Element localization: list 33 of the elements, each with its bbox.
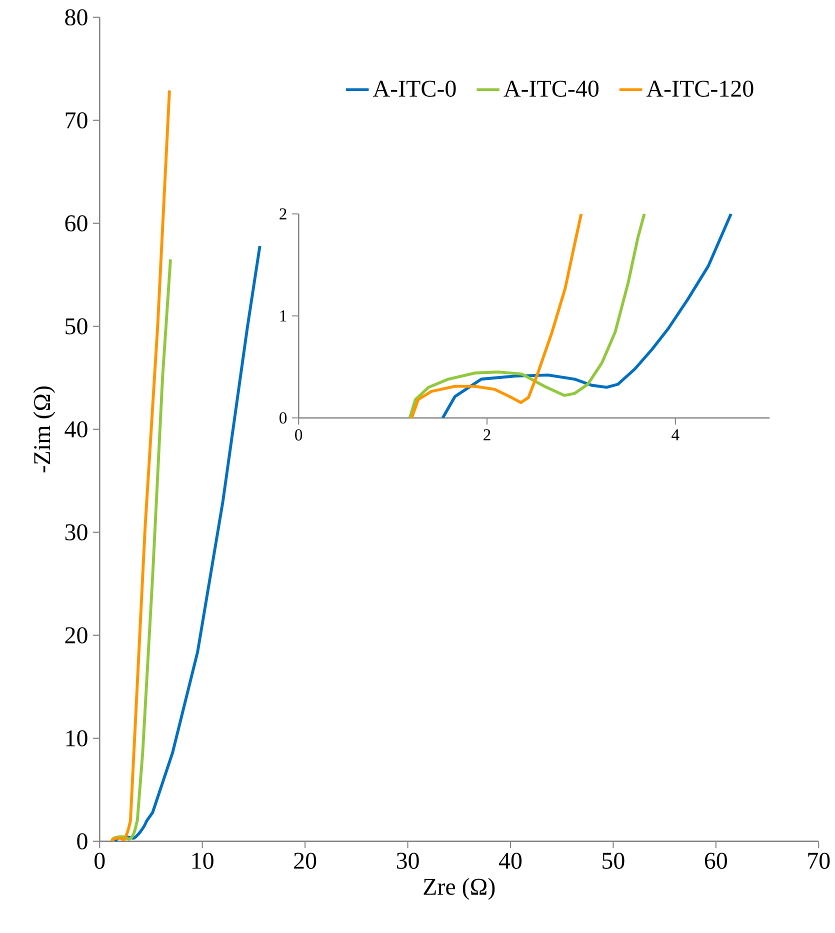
- legend-label: A-ITC-40: [504, 80, 598, 97]
- line-series: [114, 244, 262, 843]
- x-tick-label: 40: [498, 852, 522, 869]
- legend-label: A-ITC-120: [646, 80, 754, 97]
- line-series: [110, 258, 172, 843]
- y-tick-label: 1: [280, 310, 286, 322]
- x-tick-label: 50: [602, 852, 624, 869]
- x-tick-label: 0: [94, 852, 105, 869]
- x-tick-label: 30: [396, 852, 419, 869]
- x-tick-label: 70: [808, 852, 830, 869]
- y-tick-label: 80: [65, 9, 88, 26]
- y-tick-label: 30: [65, 524, 88, 540]
- x-tick-label: 20: [294, 852, 316, 869]
- legend-label: A-ITC-0: [372, 80, 456, 97]
- y-tick-label: 0: [279, 412, 287, 424]
- x-tick-label: 60: [704, 852, 727, 869]
- y-tick-label: 2: [280, 208, 286, 220]
- y-axis-title: -Zim (Ω): [33, 386, 56, 472]
- x-tick-label: 2: [484, 429, 490, 440]
- y-tick-label: 70: [66, 112, 88, 128]
- x-tick-label: 0: [295, 429, 302, 441]
- line-series: [110, 89, 171, 843]
- y-tick-label: 50: [66, 318, 88, 334]
- x-axis-title: Zre (Ω): [424, 878, 495, 900]
- y-tick-label: 20: [65, 627, 88, 644]
- x-tick-label: 10: [192, 852, 214, 869]
- line-series: [441, 212, 732, 420]
- x-tick-label: 4: [672, 429, 680, 440]
- y-tick-label: 60: [65, 215, 88, 232]
- line-series: [408, 212, 646, 420]
- line-series: [410, 212, 583, 420]
- y-tick-label: 10: [66, 730, 88, 746]
- y-tick-label: 0: [77, 833, 88, 850]
